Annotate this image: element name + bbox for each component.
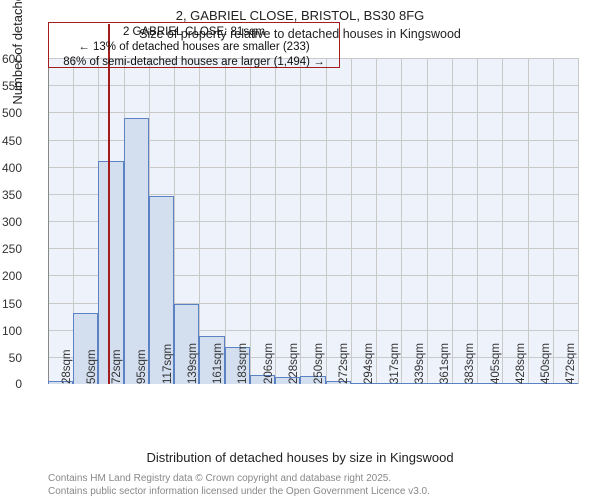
annotation-line-larger: 86% of semi-detached houses are larger (… xyxy=(53,55,335,70)
y-axis-line xyxy=(48,58,49,384)
ytick-0[interactable]: 0 xyxy=(0,377,22,391)
ytick-450[interactable]: 450 xyxy=(0,134,22,148)
property-size-marker-line[interactable] xyxy=(108,24,110,384)
ytick-150[interactable]: 150 xyxy=(0,297,22,311)
xtick-1[interactable]: 50sqm xyxy=(86,349,98,384)
xtick-19[interactable]: 450sqm xyxy=(540,343,552,384)
xtick-2[interactable]: 72sqm xyxy=(111,349,123,384)
xtick-14[interactable]: 339sqm xyxy=(414,343,426,384)
ytick-500[interactable]: 500 xyxy=(0,106,22,120)
footer-line-2: Contains public sector information licen… xyxy=(48,485,430,498)
gridline-550 xyxy=(48,85,578,86)
xtick-12[interactable]: 294sqm xyxy=(363,343,375,384)
xtick-18[interactable]: 428sqm xyxy=(515,343,527,384)
footer-text: Contains HM Land Registry data © Crown c… xyxy=(48,472,430,498)
annotation-line-smaller: ← 13% of detached houses are smaller (23… xyxy=(53,40,335,55)
ytick-550[interactable]: 550 xyxy=(0,79,22,93)
ytick-200[interactable]: 200 xyxy=(0,269,22,283)
xtick-9[interactable]: 228sqm xyxy=(288,343,300,384)
chart-container: 2, GABRIEL CLOSE, BRISTOL, BS30 8FG Size… xyxy=(0,0,600,500)
plot-area: 600 550 500 450 400 350 300 250 200 150 … xyxy=(48,58,578,384)
x-axis-labels: 28sqm 50sqm 72sqm 95sqm 117sqm 139sqm 16… xyxy=(48,384,578,444)
x-axis-label: Distribution of detached houses by size … xyxy=(0,450,600,465)
xtick-16[interactable]: 383sqm xyxy=(464,343,476,384)
ytick-50[interactable]: 50 xyxy=(0,351,22,365)
xtick-15[interactable]: 361sqm xyxy=(439,343,451,384)
xtick-13[interactable]: 317sqm xyxy=(389,343,401,384)
annotation-line-title: 2 GABRIEL CLOSE: 81sqm xyxy=(53,25,335,40)
xtick-6[interactable]: 161sqm xyxy=(212,343,224,384)
chart-title: 2, GABRIEL CLOSE, BRISTOL, BS30 8FG xyxy=(0,8,600,23)
xtick-8[interactable]: 206sqm xyxy=(263,343,275,384)
xtick-4[interactable]: 117sqm xyxy=(162,344,174,384)
bar-95sqm[interactable] xyxy=(124,118,149,384)
gridline-500 xyxy=(48,112,578,113)
xtick-3[interactable]: 95sqm xyxy=(136,349,148,384)
xtick-17[interactable]: 405sqm xyxy=(490,343,502,384)
annotation-box[interactable]: 2 GABRIEL CLOSE: 81sqm ← 13% of detached… xyxy=(48,22,340,68)
xtick-10[interactable]: 250sqm xyxy=(313,343,325,384)
xtick-20[interactable]: 472sqm xyxy=(565,343,577,384)
xtick-11[interactable]: 272sqm xyxy=(338,343,350,384)
ytick-250[interactable]: 250 xyxy=(0,242,22,256)
xtick-5[interactable]: 139sqm xyxy=(187,343,199,384)
footer-line-1: Contains HM Land Registry data © Crown c… xyxy=(48,472,430,485)
xtick-7[interactable]: 183sqm xyxy=(237,343,249,384)
ytick-600[interactable]: 600 xyxy=(0,52,22,66)
ytick-350[interactable]: 350 xyxy=(0,188,22,202)
ytick-300[interactable]: 300 xyxy=(0,215,22,229)
ytick-100[interactable]: 100 xyxy=(0,324,22,338)
xtick-0[interactable]: 28sqm xyxy=(61,349,73,384)
ytick-400[interactable]: 400 xyxy=(0,161,22,175)
